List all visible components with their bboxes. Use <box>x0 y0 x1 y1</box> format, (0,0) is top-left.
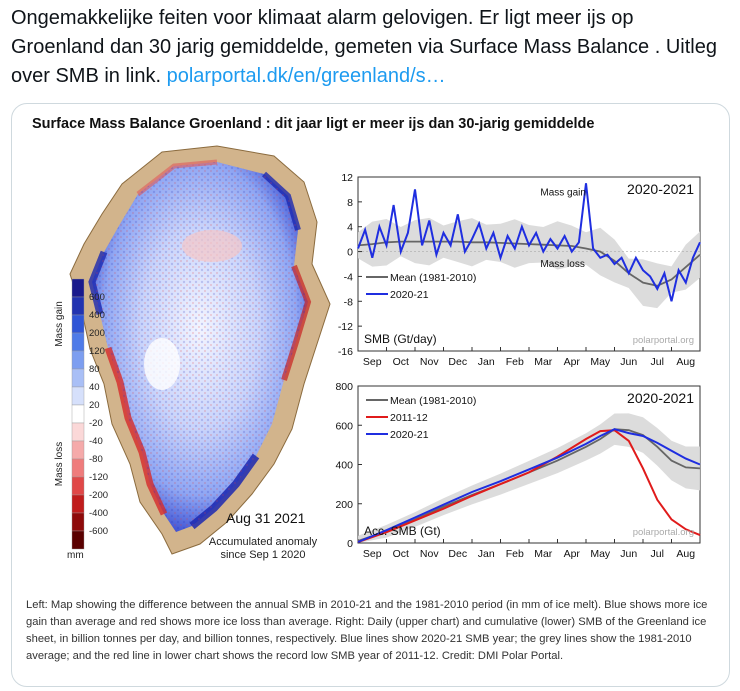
x-tick-label: Apr <box>564 548 581 560</box>
x-tick-label: Apr <box>564 356 581 368</box>
y-tick-label: 12 <box>341 172 353 184</box>
cumulative-smb-chart: 800 600 400 200 0 Sep Oct Nov Dec Jan Feb Mar Apr May… <box>335 381 701 560</box>
scale-tick-label: -200 <box>89 490 108 501</box>
scale-tick-label: -120 <box>89 472 108 483</box>
image-caption: Left: Map showing the difference between… <box>26 599 708 662</box>
legend-label: 2020-21 <box>390 429 429 441</box>
chart-title: 2020-2021 <box>627 390 694 406</box>
x-tick-label: Oct <box>393 356 409 368</box>
chart-watermark: polarportal.org <box>633 335 694 346</box>
y-tick-label: 8 <box>347 197 353 209</box>
x-tick-label: Jul <box>651 548 664 560</box>
y-tick-label: -12 <box>338 321 353 333</box>
legend-label: Mean (1981-2010) <box>390 395 476 407</box>
x-tick-label: Sep <box>363 356 382 368</box>
series-line-2 <box>357 428 701 543</box>
scale-swatch <box>71 530 85 550</box>
x-tick-label: Oct <box>393 548 409 560</box>
scale-tick-label: 20 <box>89 400 100 411</box>
y-tick-label: 0 <box>347 247 353 259</box>
scale-tick-label: 40 <box>89 382 100 393</box>
scale-tick-label: -40 <box>89 436 103 447</box>
tweet-link[interactable]: polarportal.dk/en/greenland/s… <box>166 65 446 87</box>
scale-tick-label: 200 <box>89 328 105 339</box>
annotation-mass-gain: Mass gain <box>540 188 586 199</box>
x-tick-label: Jul <box>651 356 664 368</box>
x-tick-label: Jan <box>478 356 495 368</box>
x-tick-label: Aug <box>676 548 695 560</box>
legend-label: 2020-21 <box>390 289 429 301</box>
x-tick-label: Aug <box>676 356 695 368</box>
map-anomaly-label: Accumulated anomaly since Sep 1 2020 <box>208 536 318 561</box>
x-tick-label: Sep <box>363 548 382 560</box>
y-tick-label: 800 <box>335 381 353 393</box>
y-tick-label: -8 <box>344 296 353 308</box>
x-tick-label: Feb <box>506 356 524 368</box>
chart-title: 2020-2021 <box>627 181 694 197</box>
color-scale: 600 400 200 120 80 40 20 -20 -40 -80 -120 -200 -400 -… <box>54 278 108 561</box>
scale-tick-label: -600 <box>89 526 108 537</box>
y-tick-label: 4 <box>347 222 353 234</box>
x-tick-label: Dec <box>448 548 467 560</box>
scale-gain-label: Mass gain <box>54 301 65 347</box>
x-tick-label: Mar <box>534 548 553 560</box>
tweet-text: Ongemakkelijke feiten voor klimaat alarm… <box>11 4 731 91</box>
x-tick-label: Nov <box>420 548 439 560</box>
greenland-map <box>69 145 331 555</box>
scale-tick-label: -400 <box>89 508 108 519</box>
series-line-1 <box>357 429 701 543</box>
x-tick-label: Dec <box>448 356 467 368</box>
chart-watermark: polarportal.org <box>633 527 694 538</box>
x-tick-label: Jun <box>620 548 637 560</box>
range-band <box>358 413 700 543</box>
y-tick-label: -16 <box>338 346 353 358</box>
chart-ylabel: Acc. SMB (Gt) <box>364 524 441 538</box>
y-tick-label: 400 <box>335 460 353 472</box>
x-tick-label: Nov <box>420 356 439 368</box>
tweet-body: Ongemakkelijke feiten voor klimaat alarm… <box>11 7 717 87</box>
legend-label: 2011-12 <box>390 412 428 424</box>
y-tick-label: 0 <box>347 538 353 550</box>
scale-tick-label: 600 <box>89 292 105 303</box>
x-tick-label: Feb <box>506 548 524 560</box>
x-tick-label: Jan <box>478 548 495 560</box>
smb-charts: 12 8 4 0 -4 -8 -12 -16 Sep Oct Nov Dec Jan Feb Mar Apr M… <box>335 172 701 560</box>
x-tick-label: May <box>590 548 611 560</box>
scale-unit-label: mm <box>67 550 84 561</box>
legend-label: Mean (1981-2010) <box>390 272 476 284</box>
scale-tick-label: -80 <box>89 454 103 465</box>
map-date: Aug 31 2021 <box>226 510 306 526</box>
scale-tick-label: 400 <box>89 310 105 321</box>
image-title: Surface Mass Balance Groenland : dit jaa… <box>32 116 595 132</box>
range-band <box>358 217 700 309</box>
tweet-image[interactable]: Surface Mass Balance Groenland : dit jaa… <box>11 103 730 687</box>
y-tick-label: -4 <box>344 271 353 283</box>
x-tick-label: May <box>590 356 611 368</box>
y-tick-label: 600 <box>335 420 353 432</box>
chart-ylabel: SMB (Gt/day) <box>364 332 437 346</box>
series-line-0 <box>357 428 701 542</box>
series-line-1 <box>357 183 701 302</box>
scale-tick-label: 80 <box>89 364 100 375</box>
y-tick-label: 200 <box>335 499 353 511</box>
annotation-mass-loss: Mass loss <box>540 259 584 270</box>
scale-tick-label: -20 <box>89 418 103 429</box>
x-tick-label: Jun <box>620 356 637 368</box>
x-tick-label: Mar <box>534 356 553 368</box>
scale-loss-label: Mass loss <box>54 442 65 486</box>
daily-smb-chart: 12 8 4 0 -4 -8 -12 -16 Sep Oct Nov Dec Jan Feb Mar Apr M… <box>338 172 701 368</box>
scale-tick-label: 120 <box>89 346 105 357</box>
